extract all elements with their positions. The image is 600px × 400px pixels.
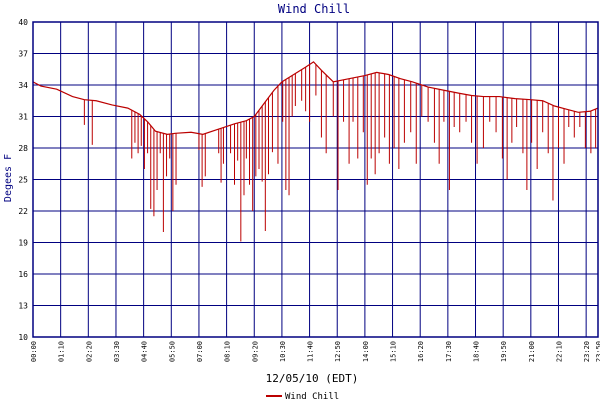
x-tick-label: 00:00 <box>30 341 38 362</box>
y-tick-label: 16 <box>18 270 28 279</box>
plot-border <box>32 21 599 338</box>
x-tick-label: 05:50 <box>168 341 176 362</box>
x-tick-label: 07:00 <box>196 341 204 362</box>
x-tick-label: 03:30 <box>113 341 121 362</box>
y-tick-label: 31 <box>18 113 28 122</box>
x-tick-labels: 00:00 01:10 02:20 03:30 04:40 05:50 07:00 08:10… <box>30 341 600 362</box>
x-tick-label: 21:00 <box>528 341 536 362</box>
y-tick-label: 19 <box>18 239 28 248</box>
x-axis-label: 12/05/10 (EDT) <box>266 372 359 385</box>
x-tick-label: 18:40 <box>473 341 481 362</box>
chart-title: Wind Chill <box>278 2 350 16</box>
x-tick-label: 19:50 <box>500 341 508 362</box>
y-tick-label: 34 <box>18 81 28 90</box>
x-tick-label: 11:40 <box>307 341 315 362</box>
y-tick-label: 25 <box>18 176 28 185</box>
x-tick-label: 17:30 <box>445 341 453 362</box>
y-tick-labels: 10 13 16 19 22 25 28 31 34 37 40 <box>18 18 28 342</box>
x-tick-label: 02:20 <box>85 341 93 362</box>
y-axis-label: Degees F <box>3 154 14 202</box>
x-tick-label: 22:10 <box>555 341 563 362</box>
y-tick-label: 40 <box>18 18 28 27</box>
y-tick-label: 37 <box>18 50 28 59</box>
y-tick-label: 22 <box>18 207 28 216</box>
x-tick-label: 12:50 <box>334 341 342 362</box>
x-tick-label: 23:50 <box>595 341 600 362</box>
x-tick-label: 14:00 <box>362 341 370 362</box>
x-tick-label: 10:30 <box>279 341 287 362</box>
legend: Wind Chill <box>266 392 339 400</box>
y-tick-label: 28 <box>18 144 28 153</box>
x-tick-label: 15:10 <box>390 341 398 362</box>
y-tick-label: 10 <box>18 333 28 342</box>
x-tick-label: 23:20 <box>583 341 591 362</box>
x-tick-label: 16:20 <box>417 341 425 362</box>
x-tick-label: 01:10 <box>58 341 66 362</box>
x-tick-label: 08:10 <box>224 341 232 362</box>
x-tick-label: 09:20 <box>251 341 259 362</box>
y-tick-label: 13 <box>18 302 28 311</box>
legend-label: Wind Chill <box>285 392 339 400</box>
series-wind-chill <box>32 61 599 242</box>
x-tick-label: 04:40 <box>141 341 149 362</box>
